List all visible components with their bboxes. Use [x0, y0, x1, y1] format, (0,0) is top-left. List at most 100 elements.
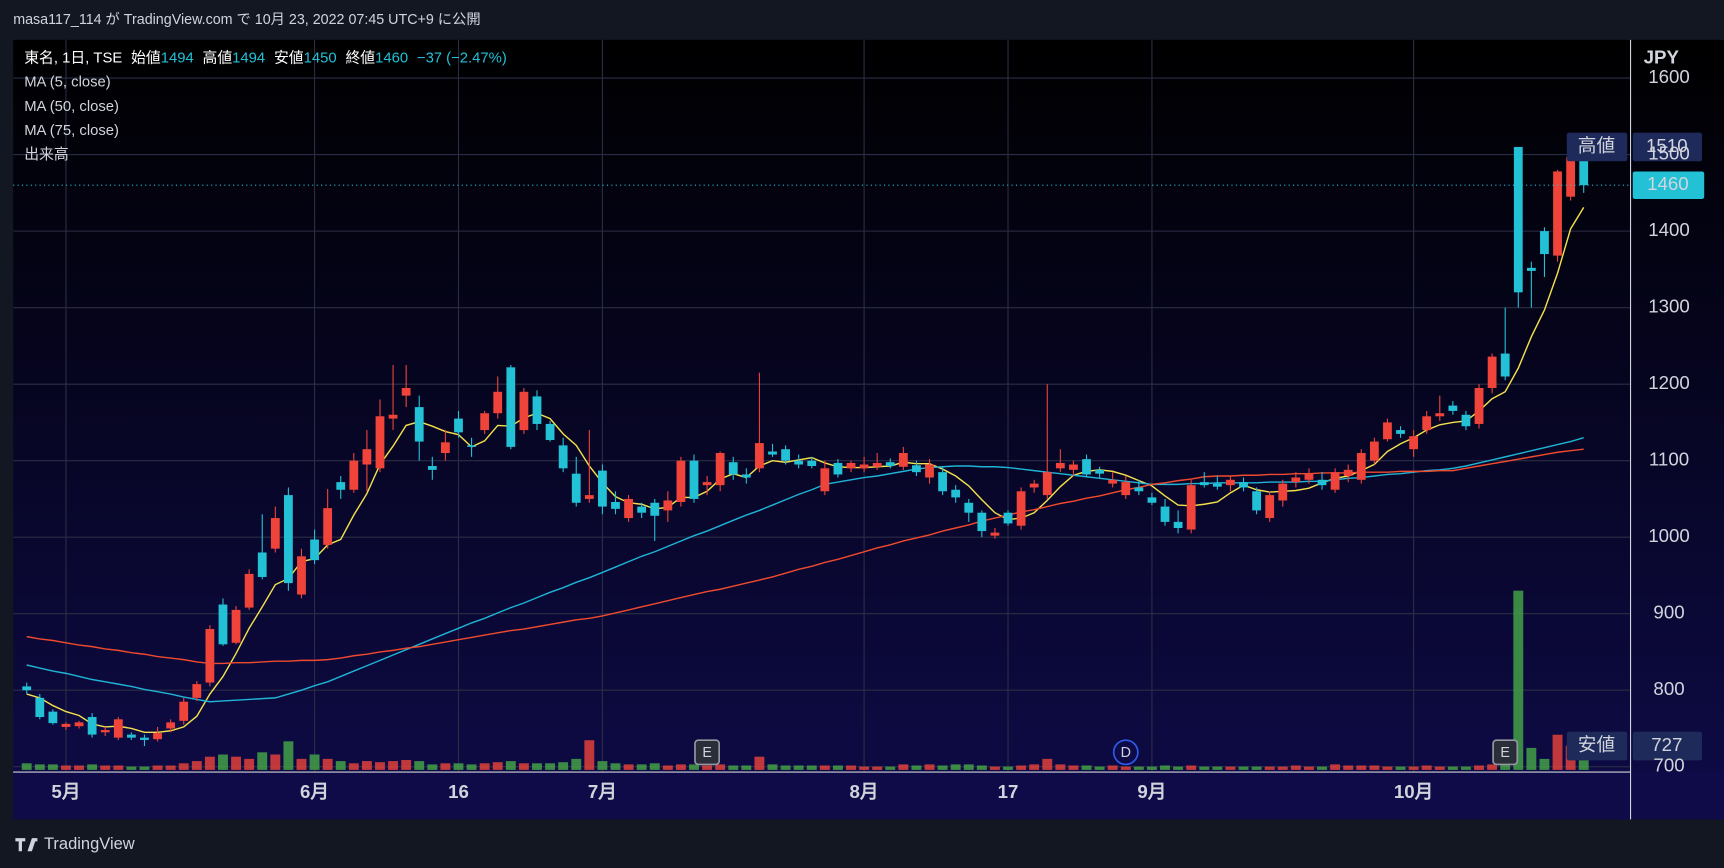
- volume-bar: [1356, 765, 1367, 770]
- legend-ohlc: 東名, 1日, TSE 始値1494 高値1494 安値1450 終値1460 −37 (…: [24, 49, 507, 66]
- volume-bar: [1173, 766, 1184, 770]
- candle-body: [872, 462, 882, 467]
- candle-body: [414, 407, 424, 442]
- legend-value: 1494: [161, 50, 194, 66]
- volume-bar: [937, 765, 948, 770]
- candle-body: [1108, 479, 1118, 484]
- legend-value: 1494: [232, 50, 265, 66]
- volume-bar: [375, 762, 385, 770]
- volume-bar: [1461, 766, 1471, 770]
- candle-body: [755, 443, 764, 469]
- candle-body: [964, 502, 974, 513]
- candle-body: [689, 460, 699, 499]
- indicator-name: MA (50, close): [24, 99, 119, 115]
- volume-bar: [361, 761, 372, 770]
- candle-body: [1304, 473, 1314, 480]
- low-tag-name: 安値: [1578, 734, 1615, 755]
- candle-body: [558, 445, 568, 469]
- volume-bar: [178, 763, 189, 770]
- candle-body: [1448, 405, 1458, 411]
- candle-body: [1474, 387, 1484, 424]
- volume-bar: [335, 761, 346, 770]
- volume-bar: [1212, 766, 1223, 770]
- candle-body: [1173, 521, 1183, 529]
- candle-body: [938, 472, 947, 492]
- x-tick-label: 8月: [850, 781, 879, 802]
- event-marker: [1492, 739, 1519, 766]
- candle-body: [637, 506, 647, 513]
- indicator-legend: MA (5, close) MA (50, close) MA (75, close…: [24, 75, 119, 164]
- candle-body: [323, 508, 333, 545]
- volume-bar: [87, 764, 98, 770]
- volume-bar: [165, 765, 176, 770]
- chart-background: [13, 39, 1724, 820]
- volume-bar: [1434, 766, 1445, 770]
- candle-body: [35, 697, 45, 718]
- candle-body: [807, 460, 817, 467]
- y-tick-label: 1100: [1649, 449, 1689, 470]
- currency: JPY: [1644, 46, 1680, 67]
- candle-body: [1422, 416, 1432, 431]
- x-tick-label: 10月: [1394, 781, 1433, 802]
- low-tag-value: 727: [1651, 734, 1682, 755]
- volume-bar: [1238, 766, 1249, 770]
- volume-bar: [780, 765, 791, 770]
- candle-body: [1055, 462, 1065, 469]
- candle-body: [1356, 453, 1366, 480]
- event-label: D: [1121, 745, 1131, 761]
- candle-body: [401, 387, 411, 396]
- volume-pane: [21, 590, 1589, 770]
- volume-bar: [689, 764, 699, 770]
- candle-body: [1042, 472, 1052, 496]
- volume-bar: [1029, 764, 1040, 770]
- volume-bar: [204, 756, 215, 770]
- volume-bar: [479, 763, 490, 770]
- volume-bar: [558, 762, 569, 770]
- y-tick-label: 1200: [1648, 372, 1690, 393]
- candle-body: [1082, 459, 1091, 475]
- legend-label: 高値: [203, 49, 233, 66]
- volume-bar: [1303, 766, 1314, 770]
- moving-average-line: [26, 448, 1584, 665]
- volume-bar: [322, 758, 333, 770]
- volume-name: 出来高: [24, 146, 69, 163]
- volume-bar: [1146, 766, 1157, 770]
- volume-bar: [1107, 765, 1118, 770]
- candle-body: [584, 495, 594, 499]
- candle-body: [571, 473, 581, 503]
- candle-body: [1513, 146, 1523, 293]
- candle-body: [898, 453, 908, 467]
- volume-bar: [924, 764, 935, 770]
- y-tick-label: 900: [1653, 602, 1684, 623]
- candle-body: [1435, 413, 1445, 417]
- x-tick-label: 16: [448, 781, 469, 802]
- indicator-name: MA (75, close): [24, 123, 119, 139]
- volume-bar: [702, 765, 713, 770]
- volume-bar: [989, 766, 1000, 770]
- candle-body: [1330, 472, 1340, 490]
- candle-body: [611, 501, 620, 509]
- volume-bar: [100, 765, 111, 770]
- candle-body: [1566, 156, 1576, 197]
- candle-body: [388, 414, 398, 419]
- volume-bar: [1042, 758, 1053, 770]
- y-tick-label: 1000: [1648, 525, 1690, 546]
- volume-bar: [453, 763, 464, 770]
- candle-body: [1029, 483, 1039, 488]
- volume-bar: [388, 761, 399, 770]
- legend-change: −37 (−2.47%): [417, 50, 507, 66]
- volume-bar: [34, 764, 45, 770]
- candle-body: [244, 573, 254, 608]
- candle-body: [794, 460, 804, 465]
- candle-body: [1396, 430, 1405, 434]
- candle-body: [728, 462, 738, 475]
- volume-bar: [466, 764, 477, 770]
- candle-body: [859, 464, 869, 469]
- time-axis-background: [13, 772, 1724, 820]
- volume-bar: [1408, 766, 1419, 770]
- candle-body: [166, 722, 176, 729]
- volume-bar: [1395, 766, 1406, 770]
- y-tick-label: 700: [1653, 755, 1684, 776]
- low-tag-value-box: [1632, 731, 1703, 761]
